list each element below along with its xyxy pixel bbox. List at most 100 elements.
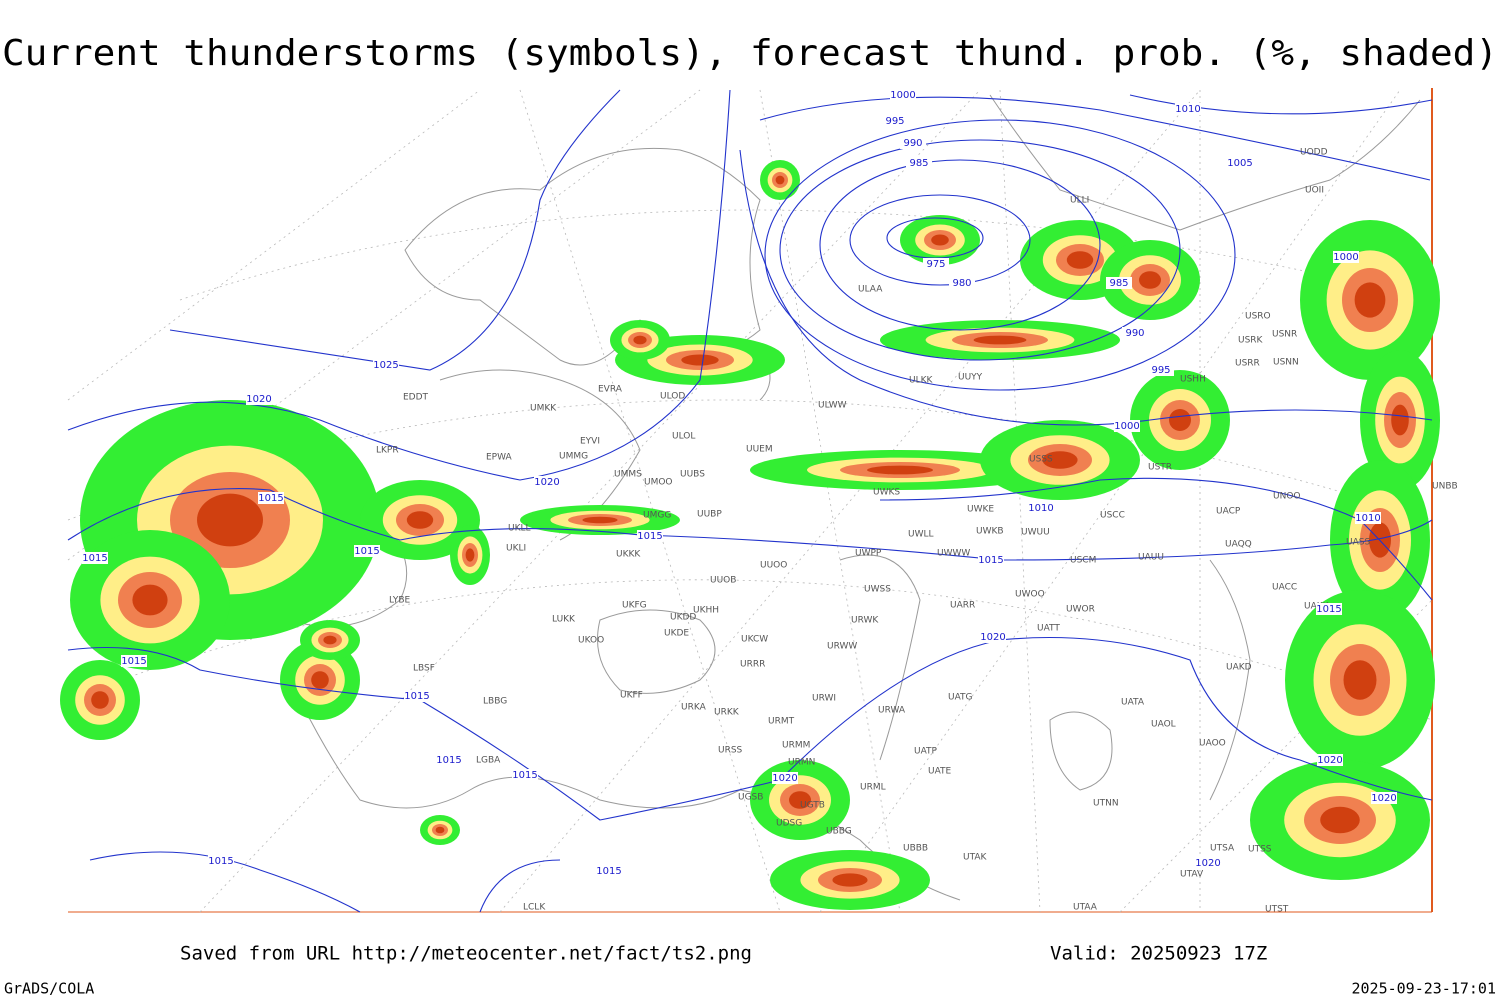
storm-area xyxy=(775,175,785,185)
storm-area xyxy=(197,493,263,547)
station-code: UUOB xyxy=(710,576,736,586)
station-code: UATP xyxy=(914,747,938,757)
isobar-label: 1015 xyxy=(82,553,107,564)
station-code: ULOD xyxy=(660,392,685,402)
station-code: URMN xyxy=(788,758,815,768)
graticule xyxy=(67,89,1433,913)
isobar-label-bg xyxy=(949,277,975,289)
isobar-label: 1020 xyxy=(246,394,271,405)
isobar-label: 995 xyxy=(885,116,904,127)
station-code: UWKS xyxy=(873,488,900,498)
station-code: UMGG xyxy=(643,511,671,521)
isobar-label: 1005 xyxy=(1227,158,1252,169)
isobar-label: 1020 xyxy=(1195,858,1220,869)
station-code: USTR xyxy=(1148,463,1172,473)
station-code: UATT xyxy=(1037,624,1060,634)
storm-area xyxy=(973,335,1027,345)
isobar-label-bg xyxy=(512,769,538,781)
isobar-label-bg xyxy=(373,359,399,371)
isobar-label: 1000 xyxy=(1333,252,1358,263)
isobar-label-bg xyxy=(978,554,1004,566)
isobar-label: 975 xyxy=(926,259,945,270)
storm-area xyxy=(1042,451,1078,469)
storm-area xyxy=(406,511,434,529)
station-code: UWOO xyxy=(1015,590,1045,600)
station-code: URSS xyxy=(718,746,743,756)
station-code: EVRA xyxy=(598,385,623,395)
station-code: ULKK xyxy=(909,376,934,386)
isobar-label-bg xyxy=(1317,754,1343,766)
station-code: USRK xyxy=(1238,336,1264,346)
storm-area xyxy=(1169,409,1191,431)
station-code: ULOL xyxy=(672,432,695,442)
station-code: UNBB xyxy=(1432,482,1458,492)
isobar-label: 1015 xyxy=(121,656,146,667)
station-code: UARR xyxy=(950,601,975,611)
station-code: LYBE xyxy=(389,596,410,606)
isobar-label-bg xyxy=(1316,603,1342,615)
storm-area xyxy=(132,584,168,616)
station-code: USSS xyxy=(1029,455,1053,465)
isobar-label-bg xyxy=(1355,512,1381,524)
storm-area xyxy=(311,671,329,689)
station-code: UAUU xyxy=(1138,553,1164,563)
isobar-label: 990 xyxy=(1125,328,1144,339)
isobar-label: 1020 xyxy=(534,477,559,488)
isobar-label: 1000 xyxy=(1114,421,1139,432)
isobar-label-bg xyxy=(258,492,284,504)
isobar-label-bg xyxy=(1028,502,1054,514)
station-code: UAKD xyxy=(1226,663,1252,673)
storm-area xyxy=(867,465,933,475)
station-code: UTAK xyxy=(963,853,988,863)
isobar-label-bg xyxy=(1148,364,1174,376)
isobar-label-bg xyxy=(1175,103,1201,115)
storm-area xyxy=(1354,282,1386,318)
isobar-label-bg xyxy=(906,157,932,169)
station-code: UUEM xyxy=(746,445,773,455)
station-code: UATG xyxy=(948,693,973,703)
station-code: URMT xyxy=(768,717,795,727)
station-code: ULAA xyxy=(858,285,883,295)
station-code: UACC xyxy=(1272,583,1297,593)
isobar-label: 1015 xyxy=(354,546,379,557)
storm-area xyxy=(91,691,109,709)
isobar-label-bg xyxy=(882,115,908,127)
isobar-label-bg xyxy=(1106,277,1132,289)
isobar-label-bg xyxy=(1195,857,1221,869)
station-code: URWW xyxy=(827,642,857,652)
station-code: UBBG xyxy=(826,827,852,837)
station-code: UWPP xyxy=(855,549,882,559)
station-code: UTAV xyxy=(1180,870,1204,880)
station-code: UATA xyxy=(1121,698,1145,708)
storm-area xyxy=(931,234,949,246)
station-code: UUBS xyxy=(680,470,705,480)
station-code: URWK xyxy=(851,616,879,626)
station-code: USRO xyxy=(1245,312,1271,322)
timestamp: 2025-09-23-17:01 xyxy=(1352,980,1497,998)
station-code: UWLL xyxy=(908,530,934,540)
storm-area xyxy=(435,826,445,834)
isobar-label: 1020 xyxy=(772,773,797,784)
station-code: UKOO xyxy=(578,636,604,646)
isobar-label: 1020 xyxy=(980,632,1005,643)
station-code: UUBP xyxy=(697,510,722,520)
isobar-label-bg xyxy=(1333,251,1359,263)
storm-area xyxy=(633,335,647,345)
isobar-label: 1010 xyxy=(1355,513,1380,524)
station-code: UNOO xyxy=(1273,492,1301,502)
station-code: USHH xyxy=(1180,375,1206,385)
storm-area xyxy=(465,548,475,562)
station-code: UWKE xyxy=(967,505,994,515)
storm-area xyxy=(1343,660,1377,700)
station-code: UACP xyxy=(1216,507,1241,517)
valid-time: Valid: 20250923 17Z xyxy=(1050,943,1267,965)
isobar-label-bg xyxy=(596,865,622,877)
storm-area xyxy=(1066,251,1094,269)
station-code: UMMG xyxy=(559,452,588,462)
isobar-label-bg xyxy=(890,89,916,101)
isobar-label: 1015 xyxy=(978,555,1003,566)
isobar-label: 995 xyxy=(1151,365,1170,376)
isobar-label: 1015 xyxy=(404,691,429,702)
station-code: UWSS xyxy=(864,585,891,595)
isobar-label: 1020 xyxy=(1371,793,1396,804)
